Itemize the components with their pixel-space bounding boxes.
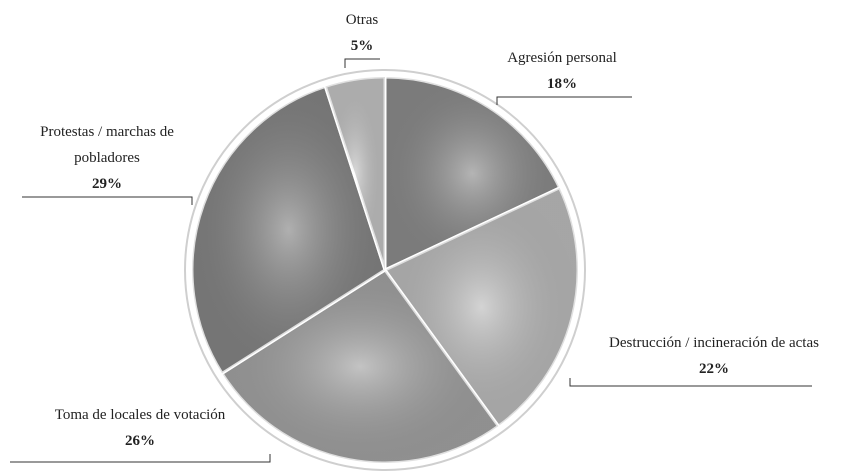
slice-shade (385, 187, 578, 427)
leader-line (496, 96, 632, 105)
leader-line (344, 58, 380, 68)
leader-line (22, 196, 193, 205)
category-name: Protestas / marchas de pobladores (40, 124, 174, 166)
slice-shade (385, 77, 560, 270)
leader-line (569, 378, 812, 387)
slice-shade (325, 77, 385, 270)
category-name: Destrucción / incineración de actas (609, 335, 819, 351)
value-label: 22% (699, 361, 729, 377)
slice-label: Otras 5% (312, 7, 412, 59)
slice-shade (191, 86, 385, 374)
value-label: 18% (547, 76, 577, 92)
slice-shade (222, 270, 499, 464)
value-label: 26% (125, 433, 155, 449)
slice-label: Destrucción / incineración de actas 22% (564, 330, 863, 382)
category-name: Toma de locales de votación (54, 407, 226, 423)
slice-label: Toma de locales de votación 26% (0, 402, 280, 454)
category-name: Otras (345, 12, 379, 28)
value-label: 5% (350, 38, 374, 54)
category-name: Agresión personal (507, 50, 617, 66)
slice-label: Protestas / marchas de pobladores 29% (7, 119, 207, 197)
slice-label: Agresión personal 18% (462, 45, 662, 97)
leader-line (10, 454, 271, 463)
value-label: 29% (92, 176, 122, 192)
